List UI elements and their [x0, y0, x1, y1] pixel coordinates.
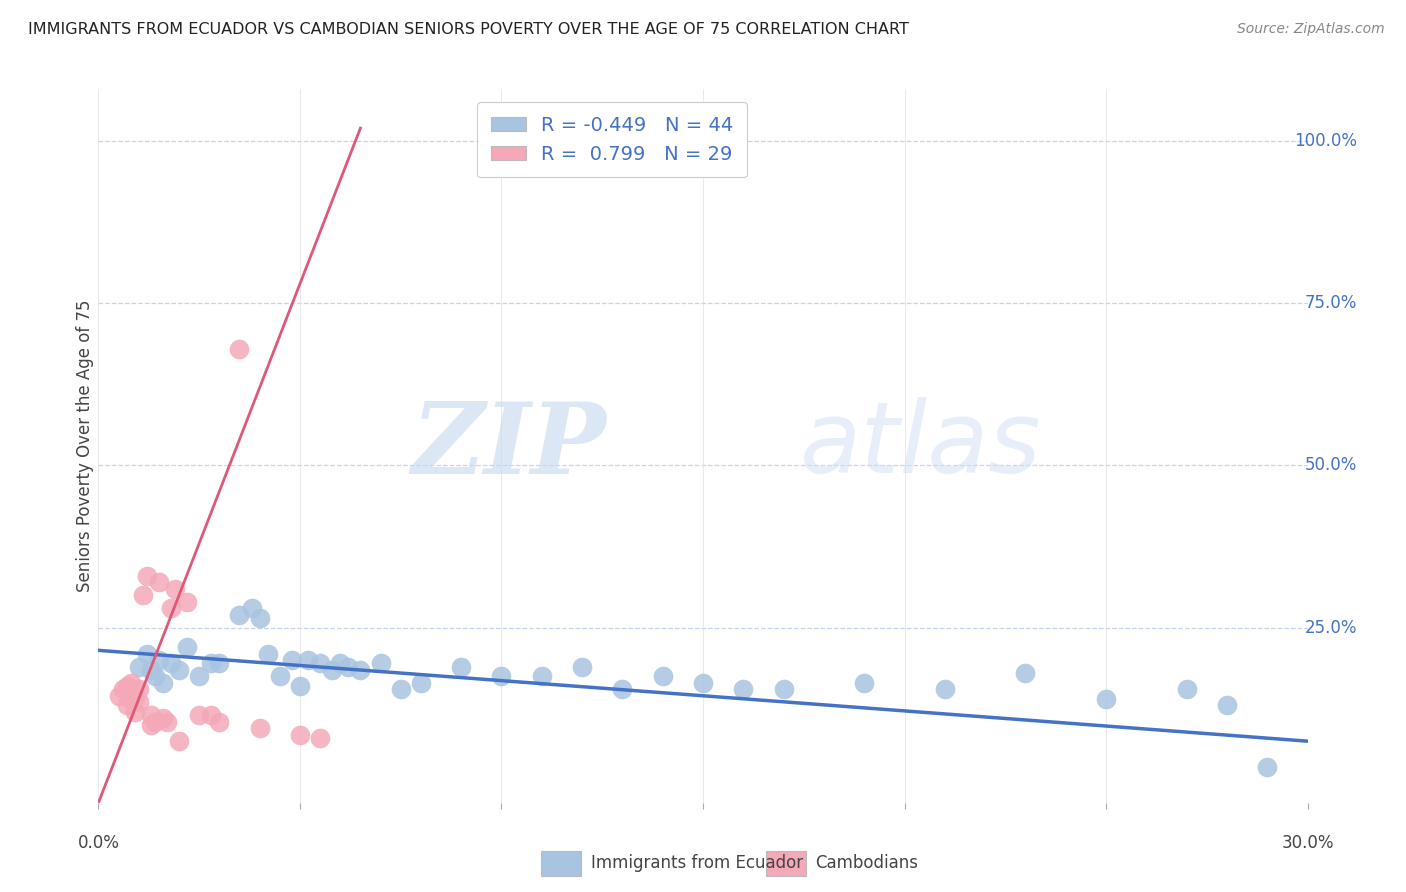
Point — [143, 714, 166, 729]
Point — [128, 682, 150, 697]
Point — [188, 669, 211, 683]
Point — [176, 640, 198, 654]
Point — [128, 659, 150, 673]
Point — [692, 675, 714, 690]
Point — [309, 731, 332, 745]
Point — [228, 342, 250, 356]
Point — [176, 595, 198, 609]
Point — [139, 718, 162, 732]
Point — [370, 657, 392, 671]
Point — [329, 657, 352, 671]
Point — [1256, 760, 1278, 774]
Text: Immigrants from Ecuador: Immigrants from Ecuador — [591, 855, 803, 872]
Point — [228, 607, 250, 622]
Text: Cambodians: Cambodians — [815, 855, 918, 872]
Point — [160, 601, 183, 615]
Point — [389, 682, 412, 697]
Point — [128, 695, 150, 709]
Point — [120, 692, 142, 706]
Point — [135, 647, 157, 661]
Point — [132, 588, 155, 602]
Point — [143, 669, 166, 683]
Point — [256, 647, 278, 661]
Point — [249, 611, 271, 625]
Point — [167, 734, 190, 748]
Point — [124, 689, 146, 703]
Point — [1175, 682, 1198, 697]
Point — [853, 675, 876, 690]
Point — [139, 708, 162, 723]
Point — [530, 669, 553, 683]
Text: 75.0%: 75.0% — [1305, 294, 1357, 312]
Point — [571, 659, 593, 673]
Point — [297, 653, 319, 667]
Point — [349, 663, 371, 677]
Point — [249, 721, 271, 735]
Point — [288, 679, 311, 693]
Point — [124, 705, 146, 719]
Point — [200, 708, 222, 723]
Point — [450, 659, 472, 673]
Point — [733, 682, 755, 697]
Point — [1014, 666, 1036, 681]
Text: 50.0%: 50.0% — [1305, 457, 1357, 475]
Point — [321, 663, 343, 677]
Point — [111, 682, 134, 697]
Text: 25.0%: 25.0% — [1305, 619, 1357, 637]
Point — [148, 575, 170, 590]
Point — [1216, 698, 1239, 713]
Point — [208, 657, 231, 671]
Point — [156, 714, 179, 729]
Point — [651, 669, 673, 683]
Point — [772, 682, 794, 697]
Point — [148, 653, 170, 667]
Text: Source: ZipAtlas.com: Source: ZipAtlas.com — [1237, 22, 1385, 37]
Point — [152, 675, 174, 690]
Text: 100.0%: 100.0% — [1294, 132, 1357, 150]
Text: 0.0%: 0.0% — [77, 834, 120, 852]
Point — [934, 682, 956, 697]
Point — [208, 714, 231, 729]
Point — [115, 679, 138, 693]
Point — [409, 675, 432, 690]
Point — [240, 601, 263, 615]
Point — [288, 728, 311, 742]
Point — [491, 669, 513, 683]
Y-axis label: Seniors Poverty Over the Age of 75: Seniors Poverty Over the Age of 75 — [76, 300, 94, 592]
Text: IMMIGRANTS FROM ECUADOR VS CAMBODIAN SENIORS POVERTY OVER THE AGE OF 75 CORRELAT: IMMIGRANTS FROM ECUADOR VS CAMBODIAN SEN… — [28, 22, 910, 37]
Text: 30.0%: 30.0% — [1281, 834, 1334, 852]
Point — [200, 657, 222, 671]
Point — [139, 663, 162, 677]
Text: atlas: atlas — [800, 398, 1042, 494]
Text: ZIP: ZIP — [412, 398, 606, 494]
Point — [1095, 692, 1118, 706]
Point — [107, 689, 129, 703]
Point — [337, 659, 360, 673]
Point — [167, 663, 190, 677]
Point — [163, 582, 186, 596]
Legend: R = -0.449   N = 44, R =  0.799   N = 29: R = -0.449 N = 44, R = 0.799 N = 29 — [477, 103, 747, 178]
Point — [152, 711, 174, 725]
Point — [188, 708, 211, 723]
Point — [281, 653, 304, 667]
Point — [612, 682, 634, 697]
Point — [160, 657, 183, 671]
Point — [115, 698, 138, 713]
Point — [120, 675, 142, 690]
Point — [135, 568, 157, 582]
Point — [269, 669, 291, 683]
Point — [309, 657, 332, 671]
